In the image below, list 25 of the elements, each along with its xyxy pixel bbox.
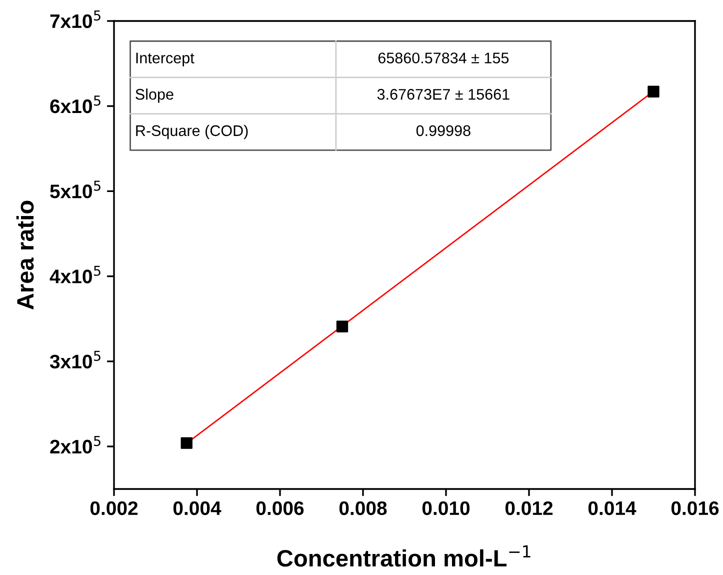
y-tick-label: 6x10$^{5}$ [50, 96, 100, 114]
x-tick-label: 0.008 [339, 501, 387, 516]
y-tick-label: 5x10$^{5}$ [50, 180, 100, 198]
point [648, 86, 660, 98]
x-tick-label: 0.016 [671, 501, 719, 516]
point [336, 320, 348, 332]
x-axis-title: Concentration mol-L$^{−1}$ [277, 545, 530, 567]
y-tick-label: 3x10$^{5}$ [50, 350, 100, 368]
point [180, 437, 192, 449]
x-tick-label: 0.002 [90, 501, 138, 516]
x-tick-label: 0.014 [588, 501, 636, 516]
annotation: 65860.57834 ± 155 [378, 52, 509, 64]
annotation: 3.67673E7 ± 15661 [377, 88, 510, 100]
y-tick-label: 2x10$^{5}$ [50, 436, 100, 454]
x-tick-label: 0.006 [256, 501, 304, 516]
x-tick-label: 0.010 [422, 501, 470, 516]
annotation: 0.99998 [416, 125, 470, 136]
annotation: R-Square (COD) [136, 124, 248, 140]
annotation: Intercept [136, 52, 194, 66]
x-tick-label: 0.004 [173, 501, 222, 516]
y-tick-label: 4x10$^{5}$ [50, 266, 100, 284]
annotation: Slope [136, 88, 174, 103]
y-tick-label: 7x10$^{5}$ [50, 10, 100, 28]
x-tick-label: 0.012 [505, 501, 553, 516]
y-axis-title: Area ratio [16, 200, 34, 310]
